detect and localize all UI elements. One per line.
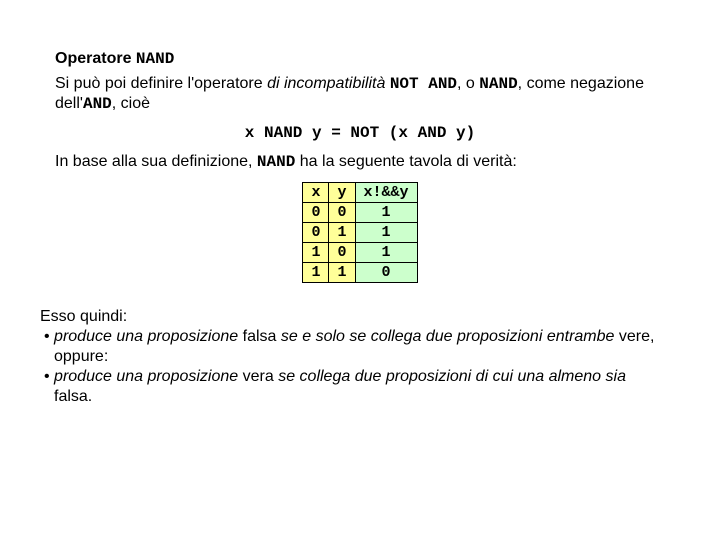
p1-notand: NOT AND — [390, 75, 457, 93]
title-operator: NAND — [136, 50, 174, 68]
paragraph-2: In base alla sua definizione, NAND ha la… — [55, 152, 665, 172]
table-row: 1 1 0 — [303, 263, 417, 283]
p2-text-a: In base alla sua definizione, — [55, 153, 257, 170]
p1-text-a: Si può poi definire l'operatore — [55, 75, 267, 92]
p1-text-c: , o — [457, 75, 479, 92]
table-header: x!&&y — [355, 183, 417, 203]
bullet-2: • produce una proposizione vera se colle… — [40, 367, 665, 407]
bullet-marker: • — [44, 328, 54, 345]
truth-table: x y x!&&y 0 0 1 0 1 1 1 0 1 1 1 — [302, 182, 417, 283]
b2-it2: se collega due proposizioni di cui una a… — [278, 368, 626, 385]
table-cell: 0 — [355, 263, 417, 283]
bullet-marker: • — [44, 368, 54, 385]
heading: Operatore NAND — [55, 50, 665, 68]
table-header: x — [303, 183, 329, 203]
b1-it1: produce una proposizione — [54, 328, 238, 345]
p2-nand: NAND — [257, 153, 295, 171]
b2-mid1: vera — [238, 368, 278, 385]
p1-text-e: , cioè — [112, 95, 150, 112]
table-cell: 1 — [355, 223, 417, 243]
b1-mid1: falsa — [238, 328, 281, 345]
conclusion-block: Esso quindi: • produce una proposizione … — [40, 307, 665, 407]
table-cell: 0 — [329, 243, 355, 263]
table-cell: 0 — [303, 223, 329, 243]
document-body: Operatore NAND Si può poi definire l'ope… — [0, 0, 720, 427]
p1-nand: NAND — [479, 75, 517, 93]
p1-and: AND — [83, 95, 112, 113]
title-prefix: Operatore — [55, 50, 136, 67]
table-row: 0 0 1 — [303, 203, 417, 223]
table-row: 0 1 1 — [303, 223, 417, 243]
p2-text-b: ha la seguente tavola di verità: — [295, 153, 516, 170]
table-row: 1 0 1 — [303, 243, 417, 263]
table-cell: 1 — [303, 263, 329, 283]
table-cell: 0 — [329, 203, 355, 223]
b2-end: falsa. — [54, 388, 92, 405]
table-cell: 1 — [329, 223, 355, 243]
table-cell: 1 — [329, 263, 355, 283]
b1-it2: se e solo se collega due proposizioni en… — [281, 328, 615, 345]
table-header-row: x y x!&&y — [303, 183, 417, 203]
b2-it1: produce una proposizione — [54, 368, 238, 385]
table-cell: 1 — [355, 243, 417, 263]
table-cell: 1 — [355, 203, 417, 223]
conclusion-intro: Esso quindi: — [40, 307, 665, 327]
bullet-1: • produce una proposizione falsa se e so… — [40, 327, 665, 367]
truth-table-wrap: x y x!&&y 0 0 1 0 1 1 1 0 1 1 1 — [55, 182, 665, 283]
table-cell: 1 — [303, 243, 329, 263]
formula: x NAND y = NOT (x AND y) — [55, 124, 665, 142]
table-cell: 0 — [303, 203, 329, 223]
table-header: y — [329, 183, 355, 203]
p1-incompat: di incompatibilità — [267, 75, 385, 92]
paragraph-1: Si può poi definire l'operatore di incom… — [55, 74, 665, 114]
